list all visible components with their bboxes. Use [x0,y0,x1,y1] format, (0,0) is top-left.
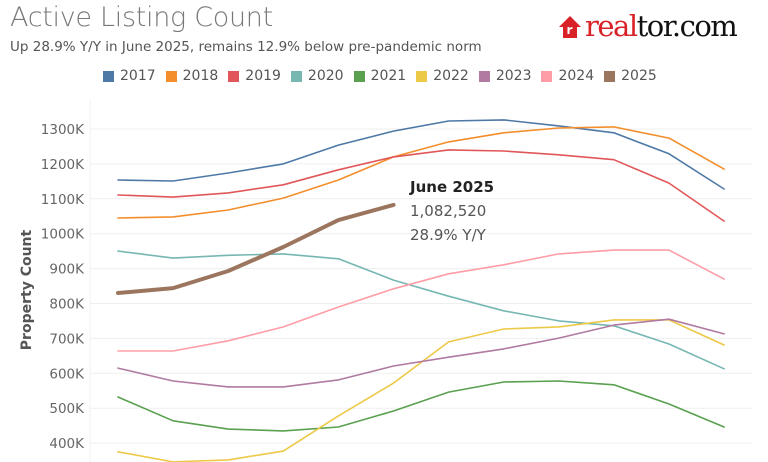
series-line-2018 [117,126,725,219]
legend-label: 2022 [433,68,469,84]
legend-label: 2020 [307,68,344,84]
legend-swatch [290,70,302,82]
chart-title: Active Listing Count [10,2,273,33]
legend-label: 2023 [495,68,532,84]
legend-label: 2017 [120,68,156,84]
y-tick-label: 1200K [41,157,85,173]
y-tick-label: 1000K [41,227,85,243]
logo-text-real: real [585,9,638,43]
annotation-change: 28.9% Y/Y [410,226,487,244]
legend-swatch [541,70,553,82]
realtor-logo: real tor.com [558,9,738,43]
annotation-value: 1,082,520 [410,202,486,220]
chart-subtitle: Up 28.9% Y/Y in June 2025, remains 12.9%… [10,39,482,55]
legend-item-2017[interactable]: 2017 [103,68,156,84]
legend-swatch [103,70,114,82]
y-tick-label: 700K [49,331,85,347]
legend-item-2021[interactable]: 2021 [353,68,407,84]
legend-label: 2018 [182,68,219,84]
y-tick-label: 400K [49,436,85,452]
series-line-2019 [117,149,725,222]
legend-swatch [165,70,177,82]
y-tick-label: 800K [49,297,85,313]
series-line-2023 [117,318,725,388]
series-line-2021 [117,380,725,432]
legend-item-2023[interactable]: 2023 [478,68,532,84]
legend-swatch [228,70,240,82]
y-tick-label: 900K [49,262,85,278]
series-line-2017 [117,119,725,190]
legend-label: 2024 [558,68,595,84]
legend-swatch [478,70,490,82]
legend-item-2025[interactable]: 2025 [604,68,657,84]
annotation-label: June 2025 [409,178,494,196]
y-tick-label: 1300K [41,122,85,138]
y-axis-label: Property Count [19,229,35,350]
legend-label: 2025 [621,68,657,84]
legend: 2017 2018 2019 2020 2021 2022 2023 2024 2025 [103,68,657,84]
series-line-2024 [117,249,725,352]
legend-item-2024[interactable]: 2024 [541,68,594,84]
y-tick-label: 500K [49,401,85,417]
legend-item-2020[interactable]: 2020 [290,68,344,84]
series-line-2025 [116,202,396,295]
house-icon [559,15,581,38]
logo-text-tor-com: tor.com [636,9,738,43]
y-tick-label: 1100K [41,192,85,208]
series-line-2020 [117,250,725,370]
legend-item-2019[interactable]: 2019 [228,68,281,84]
y-tick-label: 600K [49,366,85,382]
legend-item-2018[interactable]: 2018 [165,68,219,84]
legend-swatch [604,70,616,82]
series-line-2022 [117,319,725,462]
legend-label: 2021 [370,68,407,84]
legend-swatch [353,70,365,82]
legend-label: 2019 [245,68,281,84]
legend-item-2022[interactable]: 2022 [416,68,469,84]
legend-swatch [416,70,428,82]
